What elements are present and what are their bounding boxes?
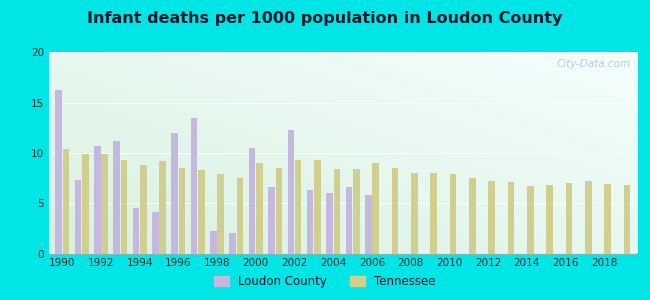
Bar xyxy=(210,231,216,254)
Bar xyxy=(326,193,333,254)
Bar xyxy=(140,165,147,253)
Bar xyxy=(172,133,178,254)
Text: City-Data.com: City-Data.com xyxy=(557,58,631,68)
Bar xyxy=(75,180,81,254)
Bar xyxy=(133,208,139,254)
Bar xyxy=(94,146,101,254)
Bar xyxy=(101,154,108,254)
Bar xyxy=(585,181,592,254)
Bar xyxy=(191,118,198,254)
Bar xyxy=(198,170,205,254)
Text: Infant deaths per 1000 population in Loudon County: Infant deaths per 1000 population in Lou… xyxy=(87,11,563,26)
Bar xyxy=(256,163,263,254)
Bar xyxy=(152,212,159,253)
Bar xyxy=(314,160,321,254)
Bar xyxy=(372,163,379,254)
Bar xyxy=(566,183,573,254)
Bar xyxy=(295,160,302,254)
Bar xyxy=(333,169,340,254)
Bar xyxy=(159,161,166,254)
Bar xyxy=(113,141,120,254)
Bar xyxy=(430,173,437,254)
Bar xyxy=(488,181,495,254)
Legend: Loudon County, Tennessee: Loudon County, Tennessee xyxy=(210,270,440,292)
Bar xyxy=(276,168,282,254)
Bar xyxy=(237,178,243,254)
Bar xyxy=(218,174,224,254)
Bar xyxy=(82,154,88,254)
Bar xyxy=(411,173,417,254)
Bar xyxy=(469,178,476,254)
Bar xyxy=(604,184,611,254)
Bar xyxy=(392,168,398,254)
Bar xyxy=(179,168,185,254)
Bar xyxy=(508,182,514,254)
Bar xyxy=(307,190,313,253)
Bar xyxy=(287,130,294,254)
Bar xyxy=(121,160,127,254)
Bar xyxy=(55,90,62,254)
Bar xyxy=(249,148,255,254)
Bar xyxy=(229,233,236,254)
Bar xyxy=(547,185,553,254)
Bar xyxy=(624,185,630,254)
Bar xyxy=(62,149,70,254)
Bar xyxy=(353,169,359,254)
Bar xyxy=(365,195,372,254)
Bar xyxy=(450,174,456,254)
Bar xyxy=(268,187,275,254)
Bar xyxy=(527,186,534,254)
Bar xyxy=(346,187,352,254)
